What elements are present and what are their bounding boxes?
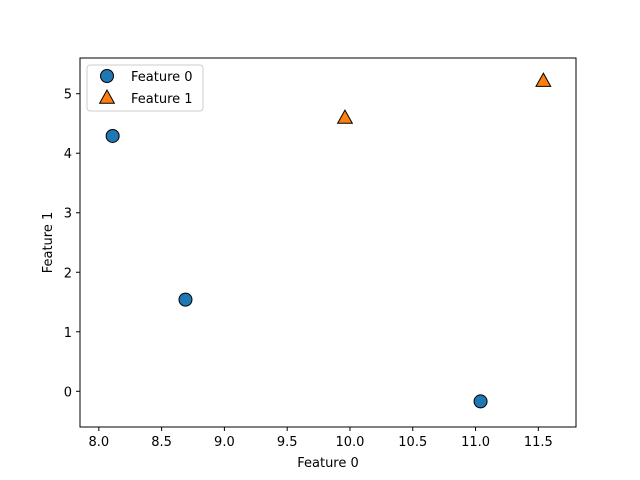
data-point-circle: [473, 394, 488, 409]
data-point-circle: [105, 128, 120, 143]
x-tick-label: 10.5: [398, 435, 427, 450]
legend: Feature 0 Feature 1: [86, 64, 204, 112]
x-tick-label: 9.0: [214, 435, 235, 450]
x-tick-label: 8.5: [151, 435, 172, 450]
data-point-triangle: [535, 72, 552, 87]
y-tick-label: 1: [64, 326, 72, 341]
y-axis-label: Feature 1: [41, 212, 56, 274]
x-axis: 8.0 8.5 9.0 9.5 10.0 10.5 11.0 11.5: [88, 427, 553, 450]
legend-marker: [100, 69, 114, 83]
series-0: [105, 128, 488, 409]
data-point-triangle: [336, 109, 354, 124]
y-tick-label: 5: [64, 88, 72, 103]
series-1: [336, 72, 552, 124]
x-axis-label: Feature 0: [297, 456, 359, 471]
x-tick-label: 11.0: [461, 435, 490, 450]
legend-box: [86, 64, 204, 112]
y-tick-label: 0: [64, 385, 72, 400]
x-tick-label: 10.0: [335, 435, 364, 450]
y-tick-label: 3: [64, 207, 72, 222]
y-tick-label: 4: [64, 147, 72, 162]
legend-label: Feature 1: [131, 92, 193, 107]
plot-area: [105, 72, 552, 409]
x-tick-label: 9.5: [277, 435, 298, 450]
legend-label: Feature 0: [131, 70, 193, 85]
legend-marker: [98, 88, 116, 104]
data-point-circle: [178, 292, 193, 307]
x-tick-label: 8.0: [88, 435, 109, 450]
x-tick-label: 11.5: [524, 435, 553, 450]
y-tick-label: 2: [64, 266, 72, 281]
axes-frame: [79, 57, 577, 428]
y-axis: 0 1 2 3 4 5: [64, 88, 80, 400]
